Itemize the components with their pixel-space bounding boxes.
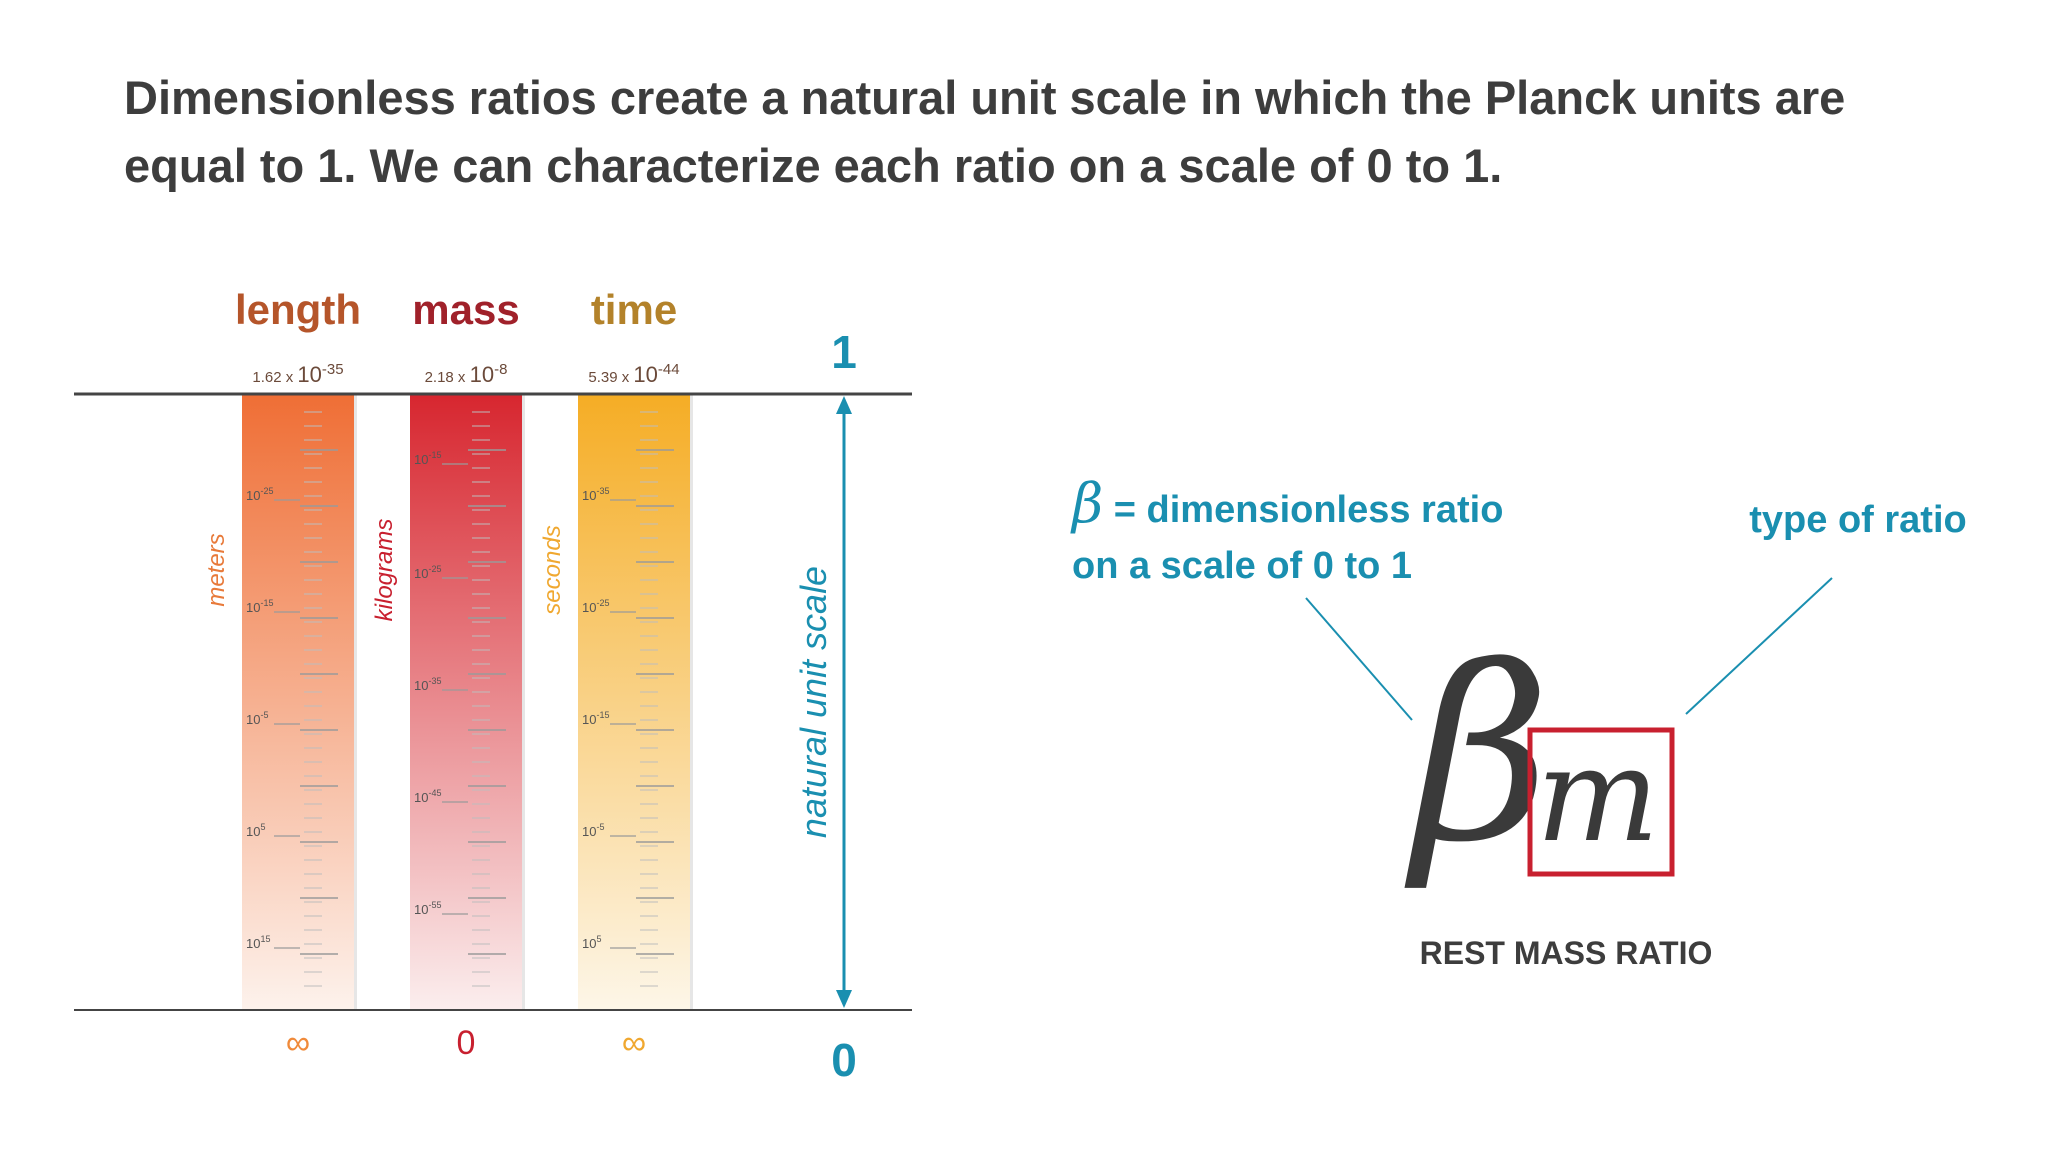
tick-label: 105: [582, 934, 601, 951]
column-bar-length: [242, 394, 354, 1010]
planck-value-mass: 2.18 x 10-8: [425, 361, 508, 387]
planck-value-time: 5.39 x 10-44: [588, 361, 679, 387]
formula-subscript-m: m: [1536, 719, 1659, 871]
tick-label: 10-35: [414, 676, 441, 693]
tick-label: 105: [246, 822, 265, 839]
minor-ticks: [468, 411, 506, 987]
page-heading: Dimensionless ratios create a natural un…: [124, 64, 1984, 200]
heading-line-2: equal to 1. We can characterize each rat…: [124, 139, 1503, 192]
tick-label: 10-15: [414, 450, 441, 467]
column-mass: 10-15 10-25 10-35 10-45 10-55 kilograms 0: [371, 394, 525, 1062]
tick-label: 10-25: [246, 486, 273, 503]
formula-caption: REST MASS RATIO: [1420, 935, 1713, 971]
minor-ticks: [636, 411, 674, 987]
scale-axis-label: natural unit scale: [793, 566, 834, 838]
annotation-dimensionless: = dimensionless ratio: [1103, 489, 1503, 531]
beta-symbol-small: β: [1070, 472, 1103, 535]
column-title-time: time: [591, 286, 677, 333]
heading-line-1: Dimensionless ratios create a natural un…: [124, 71, 1846, 124]
column-title-mass: mass: [412, 286, 519, 333]
column-bar-mass: [410, 394, 522, 1010]
tick-label: 10-5: [246, 710, 268, 727]
arrow-up-icon: [836, 396, 852, 414]
annotation-line-2: on a scale of 0 to 1: [1072, 545, 1412, 587]
column-bottom-value: ∞: [622, 1024, 646, 1062]
minor-ticks: [300, 411, 338, 987]
tick-label: 10-35: [582, 486, 609, 503]
tick-label: 10-45: [414, 788, 441, 805]
tick-label: 10-15: [582, 710, 609, 727]
column-headers: length 1.62 x 10-35 mass 2.18 x 10-8 time 5.3…: [235, 286, 680, 387]
pointer-line-right: [1685, 577, 1833, 715]
annotation-line-1: β = dimensionless ratio: [1070, 472, 1503, 535]
scale-top-value: 1: [831, 326, 857, 378]
unit-label-mass: kilograms: [371, 519, 398, 622]
unit-label-length: meters: [203, 533, 230, 606]
tick-label: 10-25: [414, 564, 441, 581]
column-length: 10-25 10-15 10-5 105 1015 meters ∞: [203, 394, 357, 1062]
natural-unit-scale-arrow: [836, 396, 852, 1008]
column-bottom-value: ∞: [286, 1024, 310, 1062]
column-time: 10-35 10-25 10-15 10-5 105 seconds ∞: [539, 394, 693, 1062]
tick-label: 10-55: [414, 900, 441, 917]
subscript-highlight-box: [1527, 727, 1675, 877]
pointer-line-left: [1305, 597, 1413, 721]
column-bottom-value: 0: [457, 1024, 476, 1062]
tick-label: 10-5: [582, 822, 604, 839]
column-title-length: length: [235, 286, 361, 333]
arrow-down-icon: [836, 990, 852, 1008]
tick-label: 10-25: [582, 598, 609, 615]
planck-value-length: 1.62 x 10-35: [252, 361, 343, 387]
unit-label-time: seconds: [539, 525, 566, 614]
formula-beta-symbol: β: [1404, 615, 1551, 895]
column-bars: 10-2510-1510-51051015meters∞10-1510-2510…: [203, 394, 693, 1062]
column-bar-time: [578, 394, 690, 1010]
tick-label: 10-15: [246, 598, 273, 615]
scale-bottom-value: 0: [831, 1034, 857, 1086]
annotation-type-of-ratio: type of ratio: [1749, 499, 1966, 541]
tick-label: 1015: [246, 934, 270, 951]
